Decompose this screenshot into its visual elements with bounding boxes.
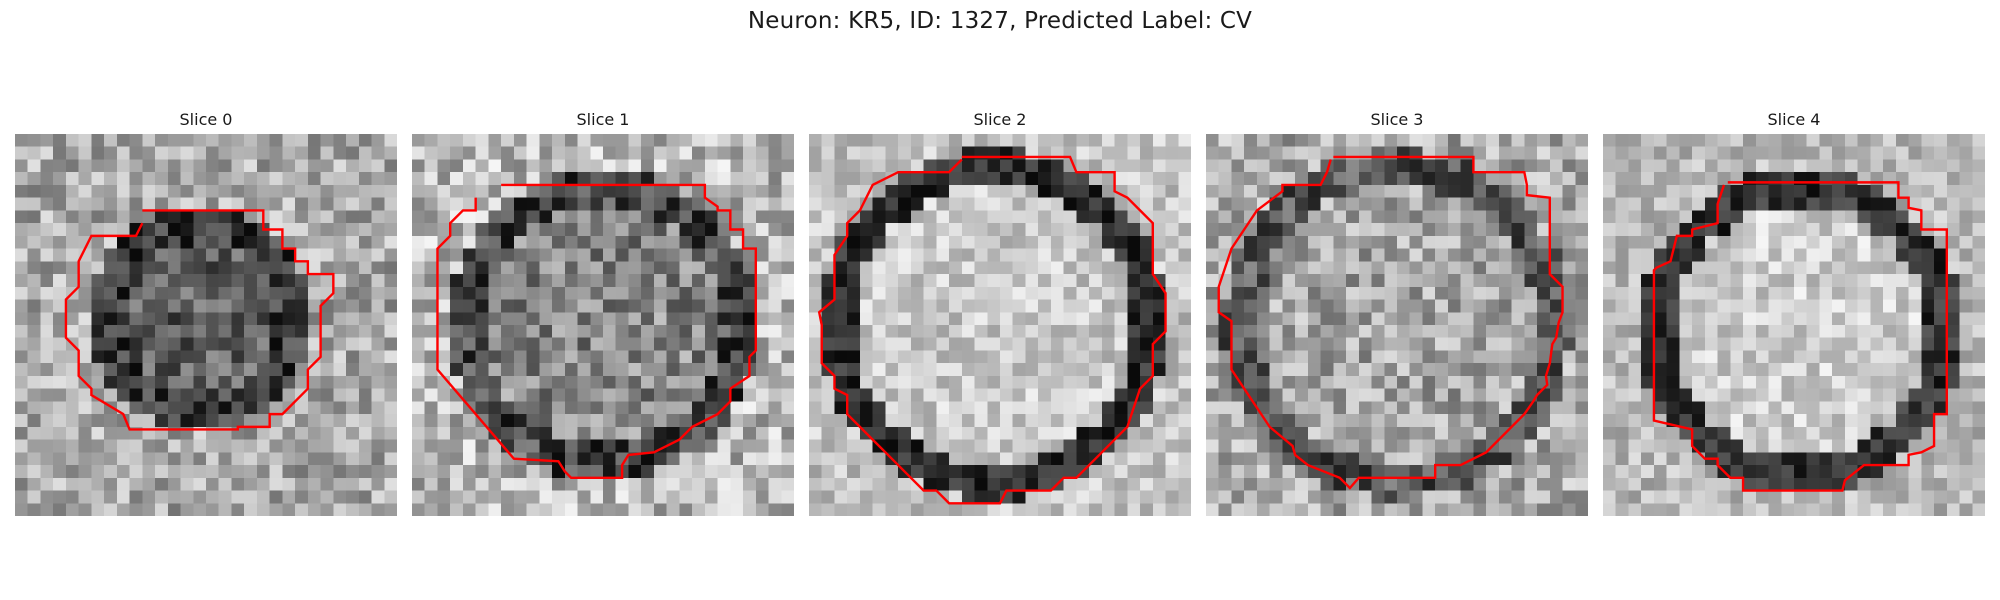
segmentation-contour — [66, 210, 333, 429]
slice-title: Slice 2 — [973, 110, 1027, 129]
figure-title: Neuron: KR5, ID: 1327, Predicted Label: … — [747, 8, 1253, 34]
slice-title: Slice 1 — [576, 110, 630, 129]
segmentation-contour — [1654, 182, 1947, 490]
slice-image — [1206, 134, 1588, 516]
segmentation-contour — [1219, 157, 1563, 488]
slice-panel: Slice 0 — [15, 110, 397, 516]
slice-title: Slice 3 — [1370, 110, 1424, 129]
slice-overlay — [1206, 134, 1588, 516]
slice-overlay — [1603, 134, 1985, 516]
slice-title: Slice 0 — [179, 110, 233, 129]
slice-panel: Slice 1 — [412, 110, 794, 516]
slice-overlay — [412, 134, 794, 516]
slice-panel: Slice 2 — [809, 110, 1191, 516]
slice-image — [15, 134, 397, 516]
segmentation-contour — [819, 157, 1165, 503]
slice-title: Slice 4 — [1767, 110, 1821, 129]
slice-overlay — [15, 134, 397, 516]
segmentation-contour — [437, 185, 755, 478]
slice-overlay — [809, 134, 1191, 516]
slice-panel: Slice 3 — [1206, 110, 1588, 516]
slice-panel: Slice 4 — [1603, 110, 1985, 516]
